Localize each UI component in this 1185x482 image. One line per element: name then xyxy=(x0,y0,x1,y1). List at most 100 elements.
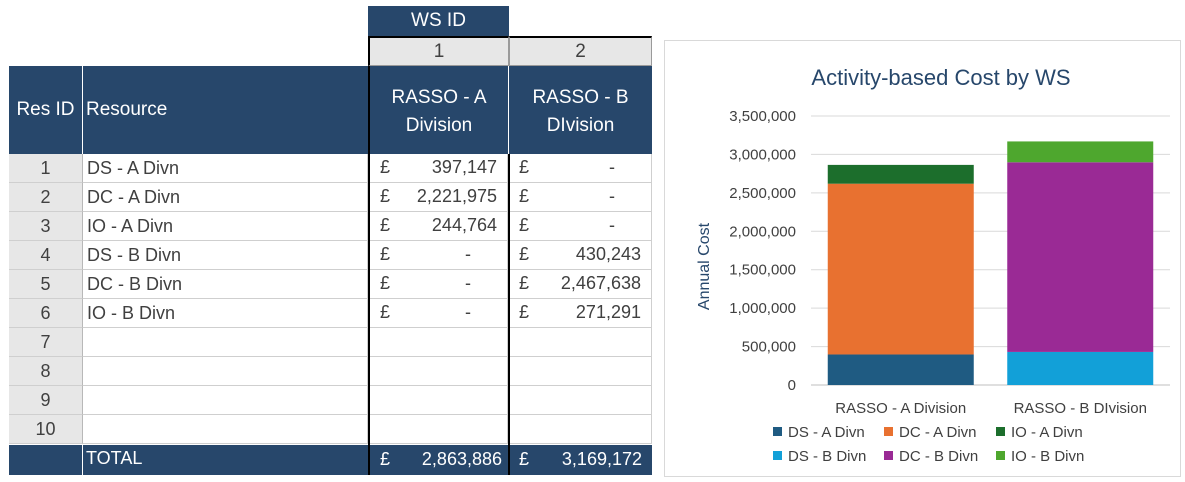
cost-value: 2,467,638 xyxy=(560,273,641,293)
currency-symbol: £ xyxy=(519,273,530,293)
y-tick-label: 3,500,000 xyxy=(729,108,796,125)
currency-symbol: £ xyxy=(380,302,391,322)
cost-value: - xyxy=(465,244,471,264)
y-axis-label: Annual Cost xyxy=(696,222,713,310)
res-id-cell: 5 xyxy=(9,270,83,299)
resource-cell: DS - A Divn xyxy=(83,154,368,183)
ws-name-2-line2: DIvision xyxy=(546,115,615,136)
resource-cell xyxy=(83,357,368,386)
bar-segment xyxy=(827,183,974,355)
y-tick-label: 2,000,000 xyxy=(729,223,796,240)
currency-symbol: £ xyxy=(519,449,530,469)
legend-label: DS - A Divn xyxy=(788,424,865,441)
res-id-cell: 6 xyxy=(9,299,83,328)
value-cell-ws-1: £ - xyxy=(370,299,508,328)
value-cell-ws-1: £ - xyxy=(370,270,508,299)
ws-name-2-line1: RASSO - B xyxy=(532,87,629,108)
ws-id-2: 2 xyxy=(509,36,652,66)
currency-symbol: £ xyxy=(380,186,391,206)
value-cell-ws-1 xyxy=(370,386,508,415)
cost-value: 2,221,975 xyxy=(416,186,497,206)
table-header-row xyxy=(9,66,652,154)
bar-segment xyxy=(827,164,974,184)
resource-cell xyxy=(83,415,368,444)
value-cell-ws-2: £ - xyxy=(509,183,652,212)
cost-value: - xyxy=(465,302,471,322)
value-cell-ws-2: £430,243 xyxy=(509,241,652,270)
total-label: TOTAL xyxy=(86,448,143,468)
cost-value: 244,764 xyxy=(431,215,497,235)
currency-symbol: £ xyxy=(380,157,391,177)
currency-symbol: £ xyxy=(380,244,391,264)
y-tick-label: 2,500,000 xyxy=(729,185,796,202)
ws-name-1: RASSO - A Division xyxy=(370,84,508,140)
ws-id-header: WS ID xyxy=(368,6,509,36)
cost-value: 430,243 xyxy=(575,244,641,264)
currency-symbol: £ xyxy=(519,215,530,235)
bar-segment xyxy=(1007,141,1154,163)
stacked-bar-chart: Activity-based Cost by WS 0 500,000 1,000,0… xyxy=(696,65,1170,465)
resource-cell: DS - B Divn xyxy=(83,241,368,270)
chart-title: Activity-based Cost by WS xyxy=(811,65,1070,90)
legend-swatch xyxy=(884,451,893,460)
value-cell-ws-1: £397,147 xyxy=(370,154,508,183)
value-cell-ws-2 xyxy=(509,357,652,386)
value-cell-ws-2: £2,467,638 xyxy=(509,270,652,299)
currency-symbol: £ xyxy=(380,449,391,469)
y-tick-label: 1,000,000 xyxy=(729,300,796,317)
cost-value: - xyxy=(609,215,615,235)
currency-symbol: £ xyxy=(519,157,530,177)
total-value-2: 3,169,172 xyxy=(561,449,642,469)
y-tick-label: 500,000 xyxy=(742,339,796,356)
currency-symbol: £ xyxy=(380,215,391,235)
resource-cell xyxy=(83,328,368,357)
total-value-1: 2,863,886 xyxy=(421,449,502,469)
legend-swatch xyxy=(996,427,1005,436)
value-cell-ws-1 xyxy=(370,328,508,357)
res-id-cell: 3 xyxy=(9,212,83,241)
legend-swatch xyxy=(996,451,1005,460)
y-tick-label: 1,500,000 xyxy=(729,262,796,279)
resource-cell: DC - B Divn xyxy=(83,270,368,299)
value-cell-ws-2: £ - xyxy=(509,154,652,183)
x-category-label: RASSO - A Division xyxy=(835,400,966,417)
legend-label: DC - A Divn xyxy=(899,424,977,441)
legend-label: IO - A Divn xyxy=(1011,424,1083,441)
ws-name-1-line1: RASSO - A xyxy=(391,87,487,108)
res-id-header: Res ID xyxy=(16,99,75,120)
currency-symbol: £ xyxy=(519,302,530,322)
currency-symbol: £ xyxy=(380,273,391,293)
y-tick-label: 3,000,000 xyxy=(729,146,796,163)
value-cell-ws-1: £244,764 xyxy=(370,212,508,241)
bar-segment xyxy=(1007,162,1154,352)
value-cell-ws-2 xyxy=(509,328,652,357)
legend-label: IO - B Divn xyxy=(1011,448,1084,465)
cost-value: 271,291 xyxy=(575,302,641,322)
value-cell-ws-2: £271,291 xyxy=(509,299,652,328)
x-category-label: RASSO - B DIvision xyxy=(1014,400,1147,417)
res-id-cell: 8 xyxy=(9,357,83,386)
legend-swatch xyxy=(773,427,782,436)
currency-symbol: £ xyxy=(519,186,530,206)
resource-cell: DC - A Divn xyxy=(83,183,368,212)
value-cell-ws-2: £ - xyxy=(509,212,652,241)
chart-area: Activity-based Cost by WS 0 500,000 1,000,0… xyxy=(664,40,1181,477)
value-cell-ws-1: £ - xyxy=(370,241,508,270)
res-id-cell: 10 xyxy=(9,415,83,444)
currency-symbol: £ xyxy=(519,244,530,264)
resource-cell: IO - B Divn xyxy=(83,299,368,328)
total-ws-2: £ 3,169,172 xyxy=(509,445,652,475)
res-id-cell: 2 xyxy=(9,183,83,212)
value-cell-ws-2 xyxy=(509,386,652,415)
ws-name-1-line2: Division xyxy=(405,115,473,136)
legend-swatch xyxy=(884,427,893,436)
total-ws-1: £ 2,863,886 xyxy=(370,445,508,475)
cost-value: - xyxy=(609,186,615,206)
res-id-cell: 1 xyxy=(9,154,83,183)
total-row xyxy=(9,445,652,475)
y-tick-label: 0 xyxy=(788,377,796,394)
ws-name-2: RASSO - B DIvision xyxy=(509,84,652,140)
ws-1-selection-border xyxy=(368,66,370,475)
value-cell-ws-1 xyxy=(370,357,508,386)
cost-value: - xyxy=(609,157,615,177)
